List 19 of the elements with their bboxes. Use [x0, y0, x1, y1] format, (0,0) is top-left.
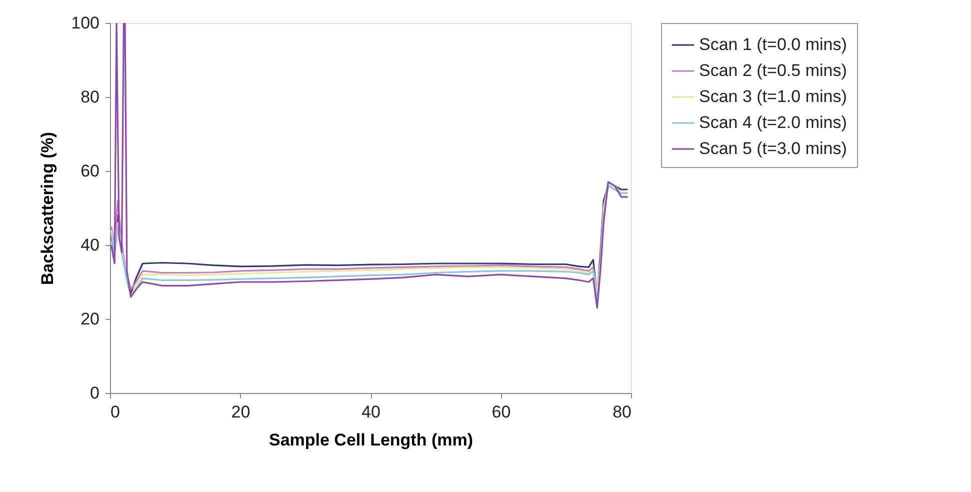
x-axis-title: Sample Cell Length (mm): [268, 430, 474, 450]
x-tick-label: 40: [362, 402, 380, 422]
y-tick-label: 60: [80, 162, 100, 180]
legend-label: Scan 5 (t=3.0 mins): [699, 139, 847, 158]
line-series: [110, 23, 629, 309]
x-tick-label: 60: [492, 402, 511, 422]
legend-label: Scan 1 (t=0.0 mins): [699, 35, 847, 54]
x-tick-label: 0: [110, 402, 120, 422]
y-tick-label: 0: [90, 384, 100, 402]
y-axis-title: Backscattering (%): [38, 132, 58, 286]
y-tick-label: 40: [80, 236, 100, 254]
y-tick-label: 100: [71, 14, 100, 32]
x-tick-label: 80: [612, 402, 632, 422]
legend-label: Scan 4 (t=2.0 mins): [699, 113, 847, 132]
y-tick-label: 80: [80, 88, 100, 106]
legend-label: Scan 2 (t=0.5 mins): [699, 61, 847, 80]
y-tick-label: 20: [80, 310, 100, 328]
x-tick-label: 20: [231, 402, 250, 422]
legend-label: Scan 3 (t=1.0 mins): [699, 87, 847, 106]
